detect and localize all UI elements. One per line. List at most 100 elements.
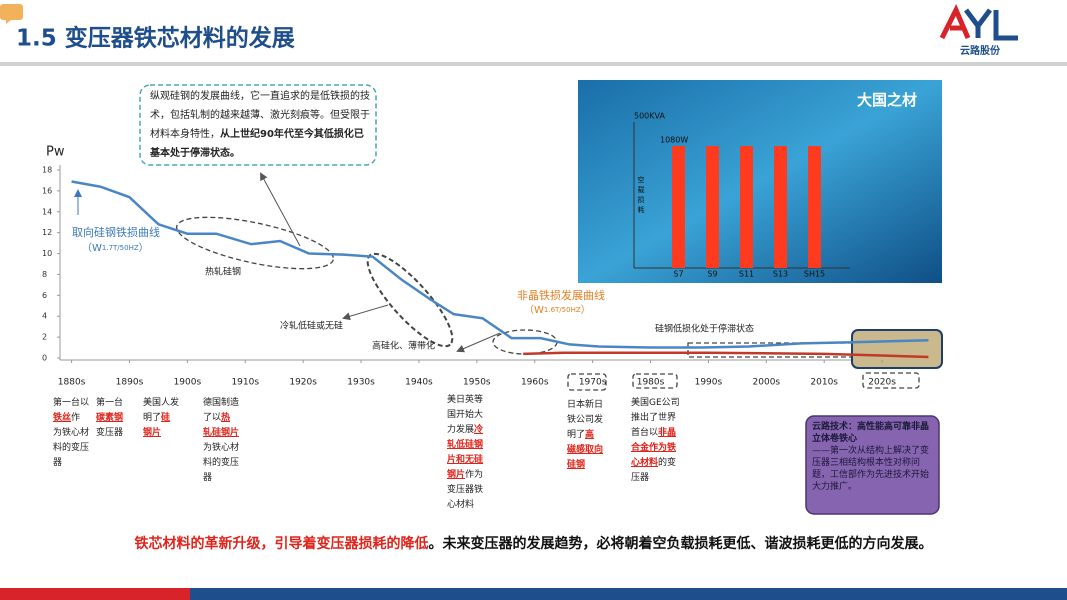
x-tick-label: 1940s — [405, 378, 433, 388]
inset-title: 大国之材 — [857, 91, 917, 109]
header-bar — [0, 0, 1067, 62]
note-highlight: 碳素钢 — [96, 413, 124, 423]
annotation: 硅钢低损化处于停滞状态 — [655, 323, 754, 335]
inset-bar — [774, 146, 787, 268]
inset-bar — [808, 146, 821, 268]
x-tick-label: 1950s — [463, 378, 491, 388]
y-tick-label: 14 — [42, 207, 52, 216]
note-highlight: 铁丝 — [53, 413, 72, 423]
note-highlight: 非晶合金作为铁心材料 — [631, 428, 677, 468]
series-note-part: ） — [581, 304, 591, 316]
series-label: 取向硅钢铁损曲线 — [72, 225, 160, 239]
note-text: 德国制造了以 — [203, 398, 240, 423]
note: 第一台碳素钢变压器 — [96, 396, 132, 441]
inset-category: S11 — [739, 270, 754, 279]
footer-bar — [190, 588, 1067, 600]
callout: 纵观硅钢的发展曲线，它一直追求的是低铁损的技术，包括轧制的越来越薄、激光刻痕等。… — [150, 87, 372, 163]
x-tick-label: 1960s — [521, 378, 549, 388]
callout-text: 从上世纪90年代至今其低损化已基本处于停滞状态。 — [150, 129, 364, 159]
series-note: （W1.6T/50HZ） — [524, 304, 591, 316]
inset-unit: 500KVA — [634, 112, 665, 121]
x-tick-label: 1910s — [231, 378, 259, 388]
y-tick-label: 16 — [42, 186, 52, 195]
note: 德国制造了以热轧硅钢片为铁心材料的变压器 — [203, 396, 239, 486]
x-tick-label: 1880s — [58, 378, 86, 388]
icon — [0, 4, 23, 24]
note-text: 变压器 — [96, 428, 124, 438]
note: 日本新日铁公司发明了高磁感取向硅钢 — [567, 398, 603, 473]
series-note-part: （W — [82, 242, 102, 254]
x-tick-label: 1970s — [579, 378, 607, 388]
series-note: （W1.7T/50HZ） — [82, 242, 149, 254]
highlight: 云路技术：高性能高可靠非晶立体卷铁心 ——第一次从结构上解决了变压器三相结构根本… — [812, 421, 936, 493]
footer-bar — [0, 588, 190, 600]
note-text: 美国人发明了 — [143, 398, 180, 423]
note-text: 的变压器 — [631, 458, 677, 483]
x-tick-label: 1980s — [637, 378, 665, 388]
y-tick-label: 12 — [42, 228, 52, 237]
note-highlight: 高磁感取向硅钢 — [567, 430, 604, 470]
y-tick-label: 0 — [42, 354, 47, 363]
note-highlight: 硅钢片 — [143, 413, 171, 438]
inset-category: S7 — [673, 270, 683, 279]
callout-box — [139, 84, 377, 166]
inset-category: S9 — [707, 270, 717, 279]
series-note-part: ） — [139, 242, 149, 254]
inset-y-char: 损 — [638, 195, 645, 204]
inset-image — [578, 80, 942, 283]
note: 第一台以铁丝作为铁心材料的变压器 — [53, 396, 89, 471]
series-note-part: （W — [524, 304, 544, 316]
y-tick-label: 18 — [42, 166, 52, 175]
logo-text: 云路股份 — [960, 44, 1001, 57]
inset-y-label: 空载损耗 — [638, 175, 645, 214]
note-text: 第一台以 — [53, 398, 90, 408]
inset-y-char: 耗 — [638, 206, 645, 214]
conclusion-text: 铁芯材料的革新升级，引导着变压器损耗的降低 — [134, 536, 429, 552]
annotation: 热轧硅钢 — [205, 266, 241, 278]
x-tick-label: 1920s — [289, 378, 317, 388]
x-tick-label: 1930s — [347, 378, 375, 388]
highlight-body: ——第一次从结构上解决了变压器三相结构根本性对称问题，工信部作为先进技术开始大力… — [812, 446, 930, 492]
note: 美日英等国开始大力发展冷轧低硅钢片和无硅钢片作为变压器铁心材料 — [447, 393, 491, 513]
annotation: 高硅化、薄带化 — [372, 340, 435, 352]
note: 美国人发明了硅钢片 — [143, 396, 179, 441]
slide-title: 1.5 变压器铁芯材料的发展 — [16, 25, 295, 52]
x-tick-label: 1990s — [695, 378, 723, 388]
series-note-part: 1.6T/50HZ — [544, 306, 581, 314]
y-axis-label: Pw — [46, 145, 65, 160]
note-text: 为铁心材料的变压器 — [203, 443, 240, 483]
y-tick-label: 8 — [42, 270, 47, 279]
logo — [939, 4, 1018, 41]
series-line — [523, 351, 929, 359]
note-text: 美日英等国开始大力发展 — [447, 395, 484, 435]
y-tick-label: 6 — [42, 291, 47, 300]
conclusion-text: 。未来变压器的发展趋势，必将朝着空负载损耗更低、谐波损耗更低的方向发展。 — [428, 536, 933, 552]
x-tick-label: 2020s — [868, 378, 896, 388]
callout-text: 纵观硅钢的发展曲线，它一直追求的是低铁损的技术，包括轧制的越来越薄、激光刻痕等。… — [150, 91, 370, 140]
inset-category: SH15 — [804, 270, 825, 279]
y-tick-label: 2 — [42, 333, 47, 342]
conclusion: 铁芯材料的革新升级，引导着变压器损耗的降低。未来变压器的发展趋势，必将朝着空负载… — [0, 533, 1067, 553]
inset-y-char: 载 — [638, 185, 645, 194]
inset-bar — [706, 146, 719, 268]
x-tick-label: 1890s — [116, 378, 144, 388]
x-tick-label: 2000s — [753, 378, 781, 388]
inset-bar — [740, 146, 753, 268]
inset-y-char: 空 — [638, 175, 645, 184]
note-text: 作为变压器铁心材料 — [447, 470, 484, 510]
y-tick-label: 10 — [42, 249, 52, 258]
inset-bar — [672, 146, 685, 268]
series-line — [71, 180, 929, 349]
note-text: 第一台 — [96, 398, 124, 408]
highlight-box — [805, 415, 940, 515]
note-highlight: 热轧硅钢片 — [203, 413, 240, 438]
x-tick-label: 1900s — [174, 378, 202, 388]
note-text: 日本新日铁公司发明了 — [567, 400, 604, 440]
inset-value-label: 1080W — [660, 136, 688, 145]
note-text: 作为铁心材料的变压器 — [53, 413, 90, 468]
highlight-title: 云路技术：高性能高可靠非晶立体卷铁心 — [812, 422, 930, 444]
note-highlight: 冷轧低硅钢片和无硅钢片 — [447, 425, 484, 480]
note-text: 美国GE公司推出了世界首台以 — [631, 398, 680, 438]
